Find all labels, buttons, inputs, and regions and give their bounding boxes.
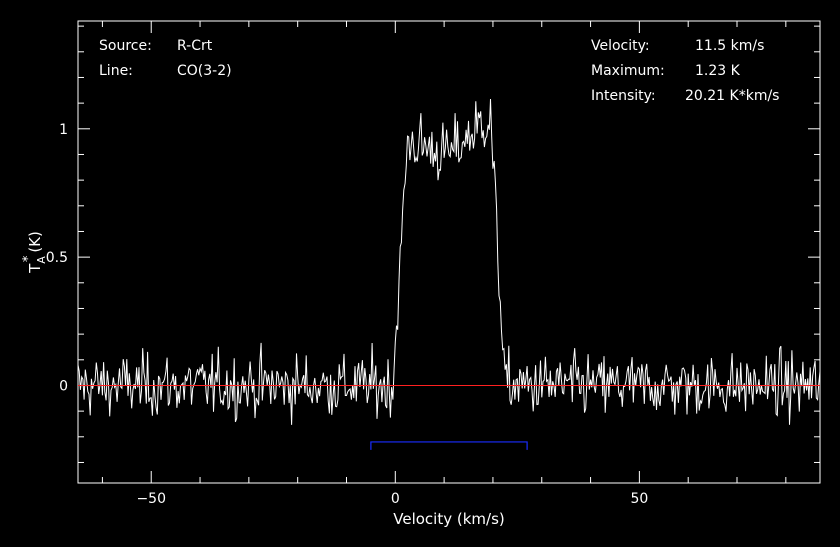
axis-tick-labels: −50 0 50 0 0.5 1 [46,122,649,507]
x-tick-label: 50 [630,491,648,507]
y-tick-label: 1 [59,122,68,138]
x-tick-label: 0 [391,491,400,507]
y-axis-label-unit: (K) [26,231,44,253]
velocity-label: Velocity: [591,38,650,54]
x-axis-label: Velocity (km/s) [393,510,504,528]
source-value: R-Crt [177,38,213,54]
maximum-value: 1.23 K [695,63,741,79]
y-tick-label: 0 [59,378,68,394]
intensity-label: Intensity: [591,88,656,104]
y-axis-label: TA* (K) [21,231,48,274]
line-label: Line: [99,63,133,79]
y-axis-label-main: T [26,263,44,274]
x-tick-label: −50 [136,491,166,507]
y-axis-label-sup: * [21,255,36,262]
line-value: CO(3-2) [177,63,232,79]
velocity-value: 11.5 km/s [695,38,764,54]
plot-frame [77,20,821,484]
spectrum-line [77,98,821,425]
y-axis-label-sub: A [35,256,48,264]
source-label: Source: [99,38,152,54]
svg-text:TA*(K): TA* (K) [21,231,48,274]
intensity-value: 20.21 K*km/s [685,88,779,104]
maximum-label: Maximum: [591,63,665,79]
integration-window-bracket [370,441,528,450]
y-tick-label: 0.5 [46,250,68,266]
